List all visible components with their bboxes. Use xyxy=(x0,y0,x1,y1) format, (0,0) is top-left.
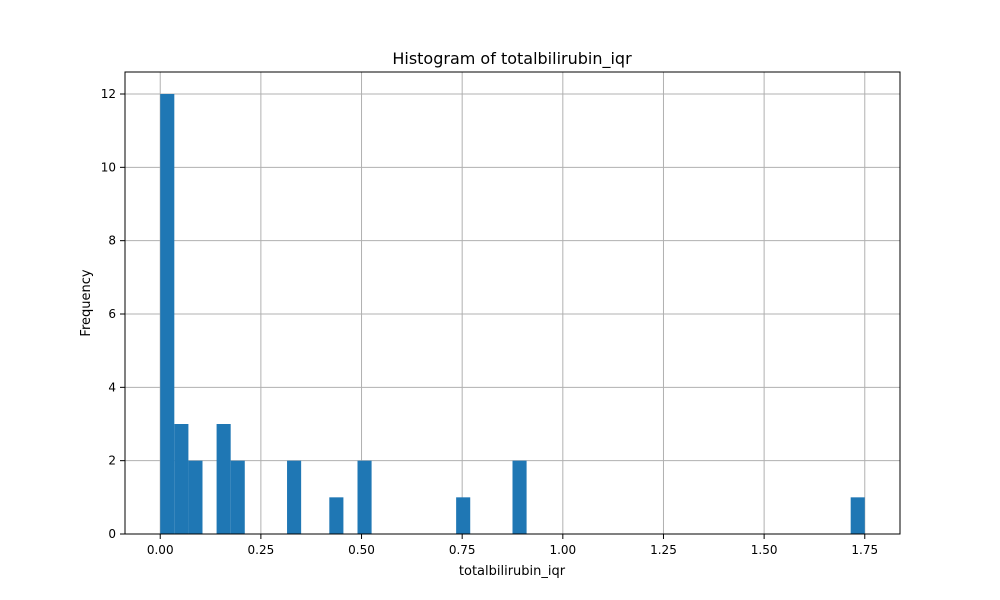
chart-title: Histogram of totalbilirubin_iqr xyxy=(392,49,632,69)
y-tick-label: 12 xyxy=(101,87,116,101)
y-tick-label: 6 xyxy=(108,307,116,321)
grid-lines xyxy=(125,72,900,535)
histogram-bar xyxy=(329,497,344,534)
histogram-bar xyxy=(230,460,245,534)
x-axis-ticks: 0.00 0.25 0.50 0.75 1.00 1.25 1.50 1.75 xyxy=(147,534,878,557)
histogram-bar xyxy=(456,497,471,534)
histogram-bar xyxy=(174,424,189,534)
x-tick-label: 1.50 xyxy=(751,543,778,557)
x-tick-label: 0.50 xyxy=(348,543,375,557)
x-tick-label: 0.75 xyxy=(449,543,476,557)
histogram-bar xyxy=(216,424,231,534)
histogram-bars xyxy=(160,94,865,534)
histogram-bar xyxy=(287,460,302,534)
histogram-bar xyxy=(160,94,175,534)
y-tick-label: 4 xyxy=(108,380,116,394)
y-tick-label: 2 xyxy=(108,454,116,468)
x-tick-label: 0.25 xyxy=(248,543,275,557)
histogram-bar xyxy=(850,497,865,534)
x-tick-label: 0.00 xyxy=(147,543,174,557)
plot-frame xyxy=(124,71,901,535)
x-tick-label: 1.00 xyxy=(549,543,576,557)
histogram-bar xyxy=(512,460,527,534)
y-tick-label: 10 xyxy=(101,160,116,174)
y-axis-label: Frequency xyxy=(79,269,94,336)
histogram-bar xyxy=(188,460,203,534)
histogram-bar xyxy=(357,460,372,534)
y-axis-ticks: 0 2 4 6 8 10 12 xyxy=(101,87,125,541)
x-axis-label: totalbilirubin_iqr xyxy=(459,564,566,579)
y-tick-label: 8 xyxy=(108,234,116,248)
x-tick-label: 1.25 xyxy=(650,543,677,557)
y-tick-label: 0 xyxy=(108,527,116,541)
x-tick-label: 1.75 xyxy=(851,543,878,557)
